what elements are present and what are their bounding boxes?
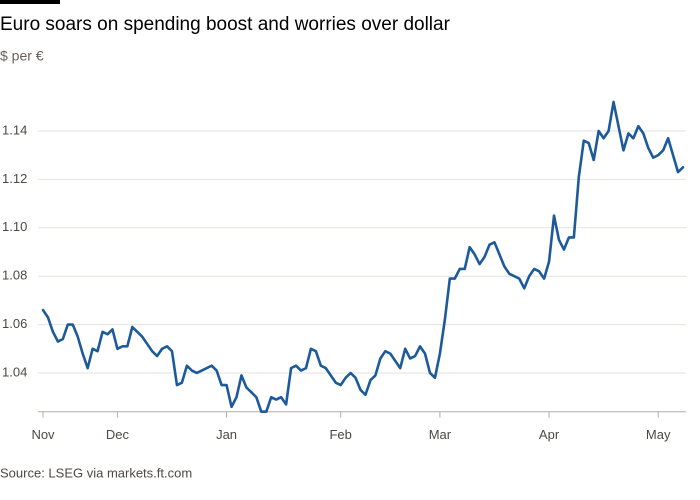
y-tick-label: 1.14 (2, 122, 27, 137)
y-tick-label: 1.06 (2, 316, 27, 331)
x-tick-label: Mar (429, 427, 452, 442)
x-tick-label: Apr (539, 427, 560, 442)
chart-title: Euro soars on spending boost and worries… (0, 14, 451, 35)
line (41, 100, 685, 413)
x-tick-label: Jan (216, 427, 237, 442)
x-tick-label: Feb (329, 427, 351, 442)
brand-bar (0, 0, 60, 4)
y-tick-label: 1.08 (2, 268, 27, 283)
y-tick-label: 1.10 (2, 219, 27, 234)
source: Source: LSEG via markets.ft.com (0, 465, 192, 480)
y-tick-label: 1.12 (2, 171, 27, 186)
x-tick-label: May (646, 427, 671, 442)
x-tick-label: Nov (31, 427, 55, 442)
y-tick-label: 1.04 (2, 364, 27, 379)
chart-subtitle: $ per € (0, 48, 44, 64)
x-tick-label: Dec (106, 427, 130, 442)
